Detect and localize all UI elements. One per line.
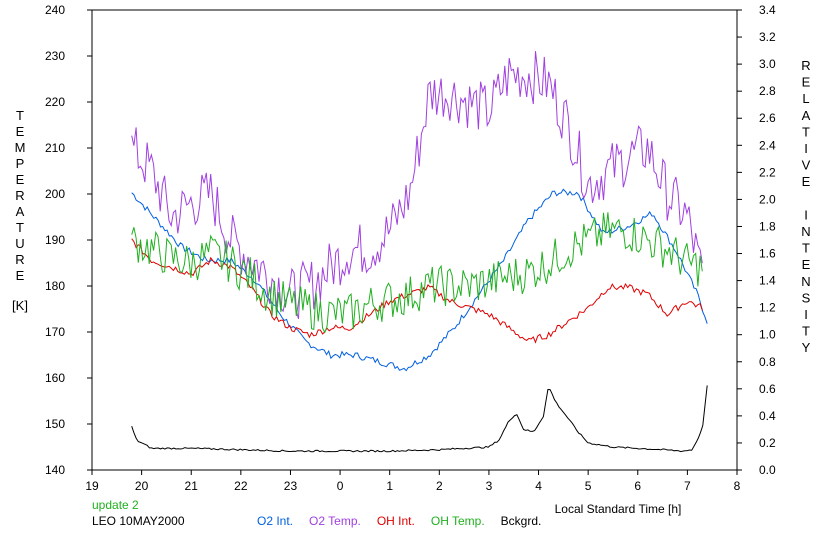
right-tick-label: 0.4 bbox=[759, 409, 776, 423]
right-tick-label: 3.2 bbox=[759, 30, 776, 44]
x-tick-label: 23 bbox=[284, 479, 298, 493]
left-tick-label: 190 bbox=[45, 233, 65, 247]
right-axis-title-letter: N bbox=[801, 224, 810, 239]
right-axis-title-letter: E bbox=[802, 257, 811, 272]
series-line-o2-int bbox=[131, 188, 708, 372]
right-tick-label: 3.0 bbox=[759, 57, 776, 71]
x-tick-label: 19 bbox=[85, 479, 99, 493]
x-tick-label: 4 bbox=[535, 479, 542, 493]
left-axis-title-letter: R bbox=[15, 252, 24, 267]
right-tick-label: 3.4 bbox=[759, 3, 776, 17]
right-axis-title-letter: T bbox=[802, 241, 810, 256]
right-tick-label: 1.8 bbox=[759, 219, 776, 233]
right-tick-label: 0.2 bbox=[759, 436, 776, 450]
x-tick-label: 1 bbox=[386, 479, 393, 493]
left-tick-label: 150 bbox=[45, 417, 65, 431]
right-axis-title-letter: I bbox=[804, 141, 808, 156]
left-tick-label: 220 bbox=[45, 95, 65, 109]
right-axis-title-letter: E bbox=[802, 174, 811, 189]
left-axis-title-letter: R bbox=[15, 188, 24, 203]
left-tick-label: 240 bbox=[45, 3, 65, 17]
right-axis-title-letter: T bbox=[802, 324, 810, 339]
left-axis-title-letter: A bbox=[16, 204, 25, 219]
x-tick-label: 20 bbox=[135, 479, 149, 493]
left-axis-title-letter: T bbox=[16, 108, 24, 123]
x-tick-label: 3 bbox=[486, 479, 493, 493]
left-tick-label: 200 bbox=[45, 187, 65, 201]
right-axis-title-letter: A bbox=[802, 108, 811, 123]
right-axis-title-letter: I bbox=[804, 307, 808, 322]
right-axis-title-letter: Y bbox=[802, 340, 811, 355]
left-axis-title-letter: M bbox=[15, 140, 26, 155]
legend-item-o2-int: O2 Int. bbox=[257, 514, 294, 528]
x-tick-label: 5 bbox=[585, 479, 592, 493]
right-tick-label: 2.6 bbox=[759, 111, 776, 125]
series-line-oh-int bbox=[131, 238, 703, 344]
left-axis-title-letter: P bbox=[16, 156, 25, 171]
x-tick-label: 8 bbox=[734, 479, 741, 493]
legend-item-bckgrd: Bckgrd. bbox=[500, 514, 542, 528]
plot-frame bbox=[91, 9, 738, 471]
left-tick-label: 160 bbox=[45, 371, 65, 385]
right-tick-label: 2.0 bbox=[759, 192, 776, 206]
legend-item-oh-temp: OH Temp. bbox=[430, 514, 485, 528]
series-line-bckgrd bbox=[131, 385, 708, 453]
right-tick-label: 1.6 bbox=[759, 247, 776, 261]
right-tick-label: 1.4 bbox=[759, 274, 776, 288]
right-tick-label: 0.6 bbox=[759, 382, 776, 396]
right-axis-title-letter: E bbox=[802, 75, 811, 90]
left-axis-title-letter: E bbox=[16, 124, 25, 139]
right-tick-label: 1.2 bbox=[759, 301, 776, 315]
right-tick-label: 2.8 bbox=[759, 84, 776, 98]
axes-layer: 19 20 21 22 23 0 1 2 3 4 5 6 7 8140150160170180190200… bbox=[15, 3, 811, 493]
left-axis-title-letter: U bbox=[15, 236, 24, 251]
left-tick-label: 230 bbox=[45, 49, 65, 63]
right-tick-label: 2.2 bbox=[759, 165, 776, 179]
left-tick-label: 140 bbox=[45, 463, 65, 477]
right-axis-title-letter: S bbox=[802, 290, 811, 305]
x-tick-label: 2 bbox=[436, 479, 443, 493]
right-axis-title-letter: I bbox=[804, 207, 808, 222]
legend-item-o2-temp: O2 Temp. bbox=[309, 514, 361, 528]
right-axis-title-letter: T bbox=[802, 124, 810, 139]
station-date: LEO 10MAY2000 bbox=[92, 514, 185, 528]
series-line-oh-temp bbox=[131, 212, 703, 334]
right-axis-title-letter: R bbox=[801, 58, 810, 73]
left-axis-title-letter: E bbox=[16, 172, 25, 187]
left-axis-title-letter: T bbox=[16, 220, 24, 235]
right-axis-title-letter: L bbox=[802, 91, 809, 106]
update-text: update 2 bbox=[92, 498, 139, 512]
series-layer bbox=[131, 51, 708, 453]
x-tick-label: 22 bbox=[234, 479, 248, 493]
left-axis-unit: [K] bbox=[12, 298, 28, 313]
x-tick-label: 7 bbox=[684, 479, 691, 493]
left-tick-label: 170 bbox=[45, 325, 65, 339]
right-axis-title-letter: V bbox=[802, 158, 811, 173]
legend-item-oh-int: OH Int. bbox=[376, 514, 415, 528]
right-tick-label: 2.4 bbox=[759, 138, 776, 152]
legend: O2 Int. O2 Temp. OH Int. OH Temp. Bckgrd. bbox=[257, 514, 557, 528]
left-axis-title-letter: E bbox=[16, 268, 25, 283]
x-axis-label: Local Standard Time [h] bbox=[555, 502, 682, 516]
right-tick-label: 0.8 bbox=[759, 355, 776, 369]
series-line-o2-temp bbox=[131, 51, 703, 320]
right-axis-title-letter: N bbox=[801, 274, 810, 289]
left-tick-label: 210 bbox=[45, 141, 65, 155]
x-tick-label: 6 bbox=[634, 479, 641, 493]
x-tick-label: 0 bbox=[337, 479, 344, 493]
x-tick-label: 21 bbox=[185, 479, 199, 493]
right-tick-label: 0.0 bbox=[759, 463, 776, 477]
right-tick-label: 1.0 bbox=[759, 328, 776, 342]
left-tick-label: 180 bbox=[45, 279, 65, 293]
